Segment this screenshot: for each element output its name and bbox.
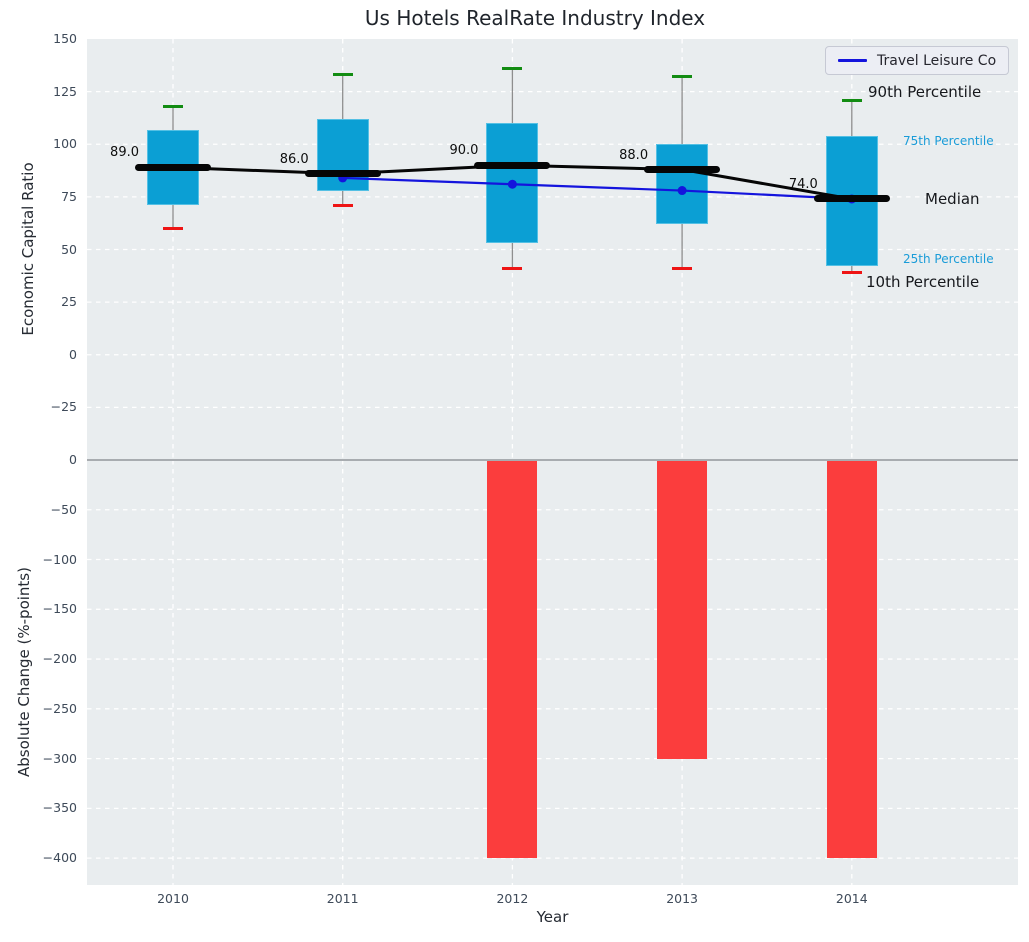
median-bar — [474, 161, 551, 169]
change-bar — [657, 460, 708, 759]
whisker-cap-10th — [841, 271, 862, 275]
median-value-label: 89.0 — [110, 145, 139, 161]
company-point — [677, 186, 687, 196]
median-bar — [304, 170, 381, 178]
y-tick-label-bottom: −100 — [42, 551, 77, 567]
whisker-cap-90th — [672, 75, 693, 79]
whisker-cap-10th — [332, 203, 353, 207]
x-axis-label: Year — [536, 908, 569, 926]
annotation-p75: 75th Percentile — [903, 134, 994, 148]
company-line — [342, 176, 852, 201]
median-bar — [813, 195, 890, 203]
y-tick-label-top: 125 — [53, 83, 77, 99]
y-tick-label-bottom: −200 — [42, 651, 77, 667]
whisker-cap-10th — [672, 266, 693, 270]
y-tick-label-top: 0 — [69, 346, 77, 362]
annotation-p90: 90th Percentile — [868, 83, 982, 101]
y-tick-label-top: 50 — [61, 241, 77, 257]
median-value-label: 74.0 — [788, 176, 818, 192]
y-tick-label-top: 150 — [53, 31, 77, 46]
whisker-cap-90th — [841, 98, 862, 102]
whisker-cap-90th — [332, 73, 353, 77]
chart-title: Us Hotels RealRate Industry Index — [364, 6, 706, 30]
legend: Travel Leisure Co — [825, 46, 1010, 75]
y-tick-label-bottom: −350 — [42, 800, 77, 816]
legend-line-swatch — [838, 59, 867, 62]
whisker-cap-10th — [502, 266, 523, 270]
y-tick-label-top: 75 — [61, 188, 77, 204]
axes-bottom-barchart — [87, 459, 1018, 885]
change-bar — [487, 460, 538, 859]
y-axis-label-bottom: Absolute Change (%-points) — [15, 567, 33, 777]
iqr-box — [656, 144, 709, 225]
y-tick-label-bottom: −300 — [42, 750, 77, 766]
company-point — [507, 179, 517, 189]
whisker-cap-90th — [502, 66, 523, 70]
whisker-cap-90th — [163, 104, 183, 108]
y-tick-label-top: 25 — [61, 294, 77, 310]
annotation-p10: 10th Percentile — [866, 273, 980, 291]
y-tick-label-top: 100 — [53, 136, 77, 152]
x-tick-label: 2013 — [666, 891, 698, 906]
y-tick-label-bottom: −50 — [50, 501, 77, 517]
whisker-cap-10th — [163, 226, 183, 230]
x-tick-label: 2011 — [326, 891, 359, 906]
y-tick-label-bottom: −250 — [42, 700, 77, 716]
median-bar — [644, 166, 721, 173]
x-tick-label: 2010 — [157, 891, 189, 906]
median-value-label: 86.0 — [279, 151, 309, 167]
x-tick-label: 2012 — [496, 891, 529, 906]
y-tick-label-top: −25 — [50, 399, 77, 415]
y-tick-label-bottom: −400 — [42, 850, 77, 866]
y-tick-label-bottom: −150 — [42, 601, 77, 617]
legend-label: Travel Leisure Co — [877, 52, 997, 69]
annotation-p25: 25th Percentile — [903, 252, 994, 266]
annotation-median: Median — [925, 190, 980, 208]
lines-overlay-top — [171, 163, 857, 204]
x-tick-label: 2014 — [835, 891, 868, 906]
median-value-label: 88.0 — [619, 147, 649, 163]
median-value-label: 90.0 — [449, 143, 479, 159]
change-bar — [826, 460, 877, 859]
y-tick-label-bottom: 0 — [69, 452, 77, 467]
median-bar — [135, 163, 211, 171]
zero-line — [87, 459, 1018, 461]
axes-top-boxplot: 89.0 86.0 90.0 88.0 74.0 — [87, 39, 1018, 460]
gridlines-bottom — [87, 460, 1018, 885]
